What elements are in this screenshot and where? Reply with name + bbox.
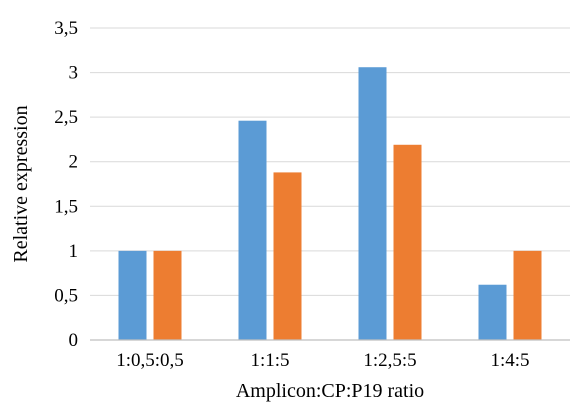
y-tick-label: 0,5: [54, 285, 78, 306]
y-tick-label: 0: [69, 330, 79, 351]
bar-series-2-2: [273, 172, 302, 340]
x-tick-label: 1:4:5: [490, 350, 529, 371]
bar-series-2-1: [153, 250, 182, 340]
y-tick-label: 2,5: [54, 107, 78, 128]
bar-series-1-3: [358, 67, 387, 341]
x-tick-labels: 1:0,5:0,5 1:1:5 1:2,5:5 1:4:5: [116, 350, 529, 371]
x-axis-title: Amplicon:CP:P19 ratio: [236, 380, 424, 402]
bar-series-2-3: [393, 144, 422, 340]
y-tick-labels: 0 0,5 1 1,5 2 2,5 3 3,5: [54, 18, 78, 351]
y-tick-label: 1: [69, 241, 79, 262]
y-axis-title: Relative expression: [10, 105, 32, 262]
x-tick-label: 1:0,5:0,5: [116, 350, 184, 371]
y-tick-label: 3,5: [54, 18, 78, 39]
bar-series-1-2: [238, 120, 267, 340]
bar-series-1-4: [478, 284, 507, 340]
x-tick-label: 1:2,5:5: [363, 350, 416, 371]
y-tick-label: 3: [69, 63, 79, 84]
x-tick-label: 1:1:5: [250, 350, 289, 371]
y-tick-label: 1,5: [54, 196, 78, 217]
y-tick-label: 2: [69, 152, 79, 173]
bar-series-1-1: [118, 250, 147, 340]
bar-series-2-4: [513, 250, 542, 340]
bars: [118, 67, 542, 341]
